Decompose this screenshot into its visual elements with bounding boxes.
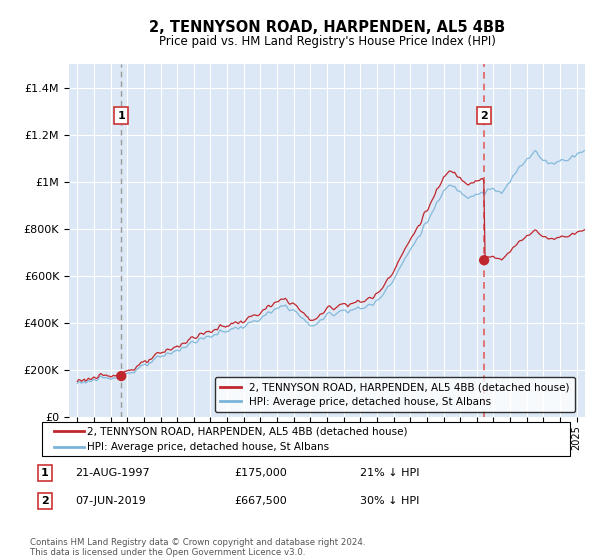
Point	[479, 256, 489, 265]
Point	[116, 372, 126, 381]
Text: 2, TENNYSON ROAD, HARPENDEN, AL5 4BB (detached house): 2, TENNYSON ROAD, HARPENDEN, AL5 4BB (de…	[87, 426, 407, 436]
Text: 30% ↓ HPI: 30% ↓ HPI	[360, 496, 419, 506]
Text: Contains HM Land Registry data © Crown copyright and database right 2024.
This d: Contains HM Land Registry data © Crown c…	[30, 538, 365, 557]
Text: 21% ↓ HPI: 21% ↓ HPI	[360, 468, 419, 478]
Legend: 2, TENNYSON ROAD, HARPENDEN, AL5 4BB (detached house), HPI: Average price, detac: 2, TENNYSON ROAD, HARPENDEN, AL5 4BB (de…	[215, 377, 575, 412]
Text: Price paid vs. HM Land Registry's House Price Index (HPI): Price paid vs. HM Land Registry's House …	[158, 35, 496, 48]
Text: 07-JUN-2019: 07-JUN-2019	[75, 496, 146, 506]
Text: 1: 1	[41, 468, 49, 478]
Text: 21-AUG-1997: 21-AUG-1997	[75, 468, 149, 478]
Text: £667,500: £667,500	[234, 496, 287, 506]
Text: £175,000: £175,000	[234, 468, 287, 478]
Text: 2: 2	[41, 496, 49, 506]
Text: 2, TENNYSON ROAD, HARPENDEN, AL5 4BB: 2, TENNYSON ROAD, HARPENDEN, AL5 4BB	[149, 20, 505, 35]
Text: 2: 2	[480, 110, 488, 120]
Text: HPI: Average price, detached house, St Albans: HPI: Average price, detached house, St A…	[87, 442, 329, 452]
Text: 1: 1	[118, 110, 125, 120]
